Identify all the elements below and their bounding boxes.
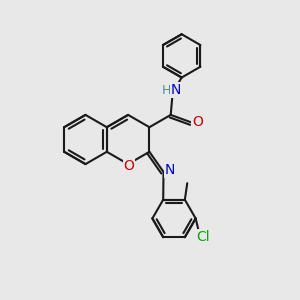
Text: N: N xyxy=(164,164,175,178)
Text: Cl: Cl xyxy=(196,230,210,244)
Text: O: O xyxy=(123,159,134,173)
Text: O: O xyxy=(192,115,203,129)
Text: H: H xyxy=(161,84,171,97)
Text: N: N xyxy=(170,83,181,97)
